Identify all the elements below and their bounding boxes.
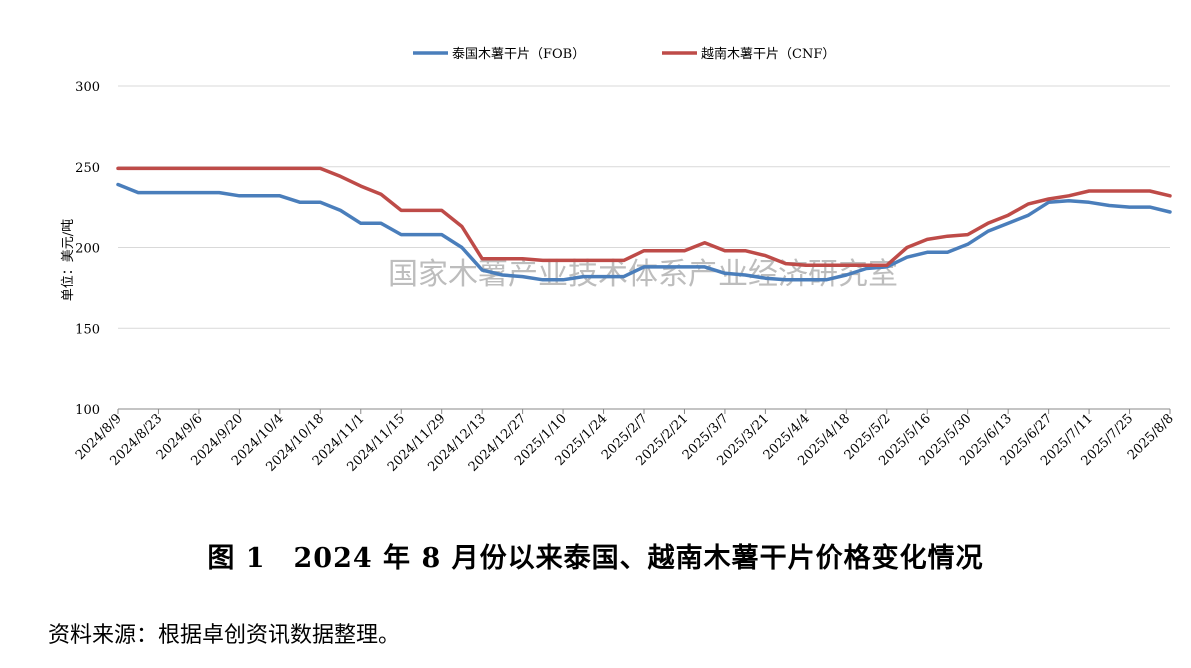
y-tick-label: 200 xyxy=(75,242,100,257)
y-tick-label: 300 xyxy=(75,80,100,95)
legend-label-thailand: 泰国木薯干片（FOB） xyxy=(452,47,585,62)
y-axis-label: 单位：美元/吨 xyxy=(61,219,76,301)
legend-label-vietnam: 越南木薯干片（CNF） xyxy=(701,46,835,62)
line-chart: 100 150 200 250 300 2024/8/92024/8/232024/9/… xyxy=(61,46,1177,475)
series-line-vietnam xyxy=(116,166,1172,268)
series-lines xyxy=(116,166,1172,282)
series-line-thailand xyxy=(116,182,1172,282)
x-axis: 2024/8/92024/8/232024/9/62024/9/202024/1… xyxy=(73,408,1177,475)
y-tick-label: 250 xyxy=(75,161,100,176)
watermark-text: 国家木薯产业技术体系产业经济研究室 xyxy=(388,257,898,292)
y-tick-labels: 100 150 200 250 300 xyxy=(75,80,100,418)
y-tick-label: 150 xyxy=(75,322,100,337)
y-tick-label: 100 xyxy=(75,403,100,418)
source-note: 资料来源：根据卓创资讯数据整理。 xyxy=(48,623,401,648)
figure-title: 图 1 2024 年 8 月份以来泰国、越南木薯干片价格变化情况 xyxy=(207,543,984,574)
legend: 泰国木薯干片（FOB） 越南木薯干片（CNF） xyxy=(413,46,835,62)
